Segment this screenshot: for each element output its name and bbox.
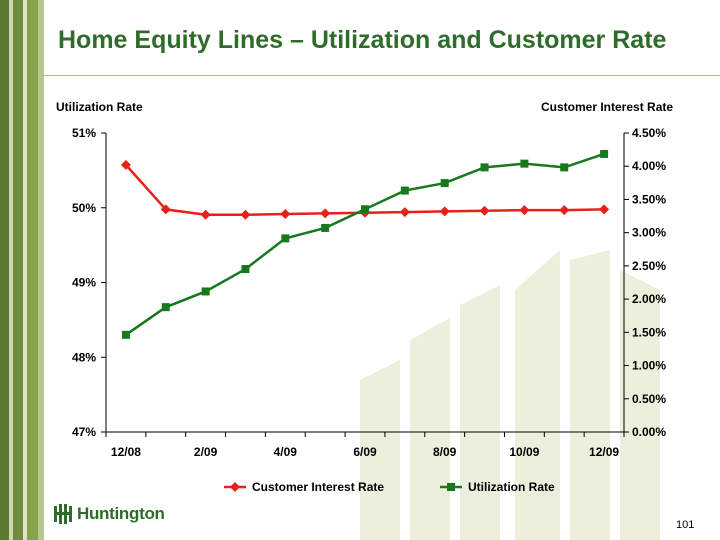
right-axis-tick-label: 2.00%: [632, 292, 666, 306]
data-point-square: [161, 303, 170, 312]
slide-title: Home Equity Lines – Utilization and Cust…: [58, 26, 667, 54]
data-point-square: [121, 330, 130, 339]
left-axis-title: Utilization Rate: [56, 100, 143, 114]
x-axis-tick-label: 2/09: [194, 445, 218, 459]
x-axis-tick-label: 12/08: [111, 445, 141, 459]
x-axis-tick-label: 4/09: [274, 445, 298, 459]
left-axis-tick-label: 47%: [72, 425, 96, 439]
decorative-stripes: [0, 0, 44, 540]
legend-marker-square: [447, 483, 455, 491]
legend-label: Utilization Rate: [468, 480, 555, 494]
huntington-logo-icon: [54, 504, 72, 524]
legend-item: Utilization Rate: [440, 480, 555, 494]
data-point-square: [400, 186, 409, 195]
x-axis-tick-label: 10/09: [509, 445, 539, 459]
right-axis-tick-label: 4.00%: [632, 159, 666, 173]
left-axis-tick-label: 50%: [72, 201, 96, 215]
legend-label: Customer Interest Rate: [252, 480, 384, 494]
series-line: [125, 152, 605, 336]
right-axis-title: Customer Interest Rate: [541, 100, 674, 114]
data-point-square: [201, 287, 210, 296]
right-axis-tick-label: 0.00%: [632, 425, 666, 439]
legend-item: Customer Interest Rate: [224, 480, 384, 494]
data-point-diamond: [320, 208, 331, 219]
data-point-square: [361, 205, 369, 214]
right-axis-tick-label: 0.50%: [632, 392, 666, 406]
data-point-diamond: [240, 209, 251, 220]
data-point-diamond: [479, 205, 490, 216]
page-number: 101: [676, 519, 695, 531]
data-point-square: [480, 163, 489, 172]
x-axis-tick-label: 12/09: [589, 445, 619, 459]
huntington-logo: Huntington: [54, 502, 165, 526]
data-point-square: [440, 179, 449, 188]
series-utilization-rate: [121, 149, 609, 339]
right-axis-tick-label: 1.50%: [632, 325, 666, 339]
data-point-diamond: [280, 209, 291, 220]
data-point-square: [600, 149, 609, 158]
data-point-diamond: [439, 206, 450, 217]
right-axis-tick-label: 2.50%: [632, 259, 666, 273]
left-axis-tick-label: 51%: [72, 126, 96, 140]
x-axis-tick-label: 6/09: [353, 445, 377, 459]
data-point-diamond: [599, 204, 610, 215]
legend-marker-diamond: [230, 482, 240, 492]
data-point-square: [281, 234, 290, 243]
data-point-square: [560, 163, 569, 172]
right-axis-tick-label: 4.50%: [632, 126, 666, 140]
title-divider: [44, 75, 720, 76]
data-point-square: [321, 223, 330, 232]
data-point-square: [520, 159, 529, 168]
logo-text: Huntington: [77, 504, 165, 523]
data-point-diamond: [200, 209, 211, 220]
data-point-diamond: [559, 205, 570, 216]
right-axis-tick-label: 3.50%: [632, 192, 666, 206]
left-axis-tick-label: 49%: [72, 276, 96, 290]
data-point-diamond: [160, 204, 171, 215]
data-point-diamond: [120, 159, 131, 170]
x-axis-tick-label: 8/09: [433, 445, 457, 459]
right-axis-tick-label: 3.00%: [632, 226, 666, 240]
data-point-diamond: [519, 205, 530, 216]
data-point-diamond: [399, 207, 410, 218]
data-point-square: [241, 265, 250, 274]
left-axis-tick-label: 48%: [72, 350, 96, 364]
right-axis-tick-label: 1.00%: [632, 359, 666, 373]
